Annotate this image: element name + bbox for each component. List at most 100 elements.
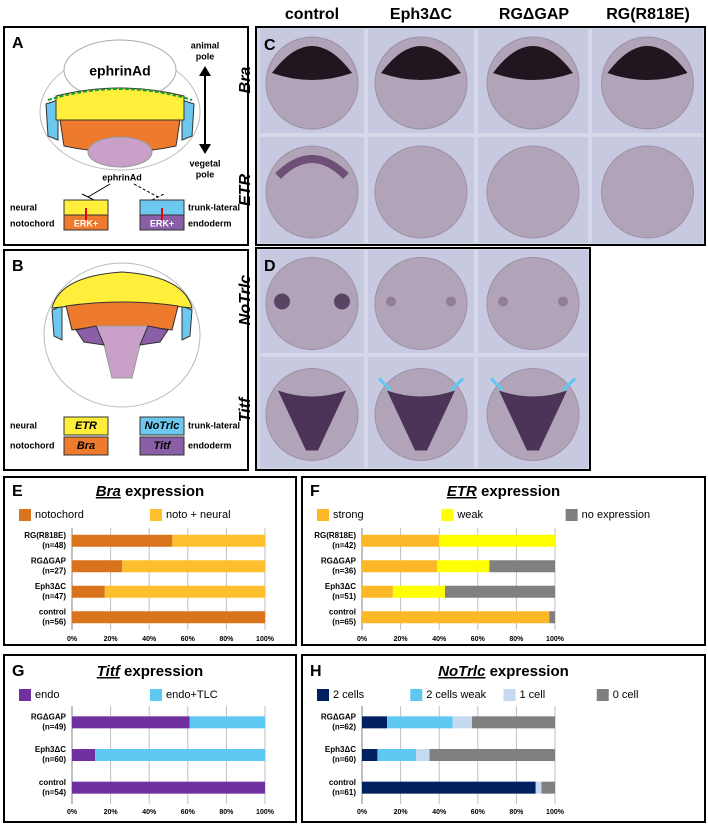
bar-segment <box>95 749 265 761</box>
stain <box>493 46 573 80</box>
endoderm-label: endoderm <box>188 440 232 450</box>
x-tick-label: 40% <box>432 636 447 643</box>
category-label: RG(R818E) <box>24 531 66 540</box>
title-gene: Bra <box>96 483 121 500</box>
neural-cells <box>55 87 185 121</box>
bar-segment <box>541 781 555 794</box>
notrlc-box <box>139 416 185 436</box>
category-count: (n=42) <box>332 541 356 550</box>
gene-label: NoTrlc <box>145 420 180 432</box>
legend-swatch <box>565 509 578 521</box>
x-tick-label: 40% <box>142 636 157 643</box>
category-count: (n=61) <box>332 788 356 797</box>
embryo <box>374 145 468 239</box>
category-count: (n=51) <box>332 592 356 601</box>
bar-segment <box>362 611 550 624</box>
category-count: (n=62) <box>332 722 356 731</box>
arrow <box>377 377 393 392</box>
photos <box>260 29 703 468</box>
gene-label: Titf <box>154 440 172 452</box>
x-tick-label: 20% <box>394 809 409 816</box>
category-label: RGΔGAP <box>321 712 357 721</box>
animal-label: pole <box>196 51 215 61</box>
category-label: Eph3ΔC <box>325 745 356 754</box>
row-label: Titf <box>237 396 254 422</box>
vegetal-label: pole <box>196 169 215 179</box>
erk-label: ERK+ <box>74 218 98 228</box>
bar-segment <box>472 716 555 729</box>
legend-label: strong <box>333 509 364 521</box>
category-label: RGΔGAP <box>31 556 67 565</box>
legend-swatch <box>150 689 162 701</box>
embryo <box>486 145 580 239</box>
row-label: Bra <box>237 67 254 94</box>
notochord-label: notochord <box>10 440 55 450</box>
gene-label: Bra <box>77 440 95 452</box>
category-label: RGΔGAP <box>321 556 357 565</box>
stain <box>446 296 456 307</box>
neural-label: neural <box>10 202 37 212</box>
bar-segment <box>72 781 265 794</box>
category-count: (n=47) <box>42 592 66 601</box>
column-header: RGΔGAP <box>499 6 570 23</box>
panel-label: F <box>310 483 320 500</box>
bar-segment <box>72 749 96 761</box>
bar-segment <box>439 534 555 547</box>
x-tick-label: 60% <box>471 809 486 816</box>
title-gene: ETR <box>447 483 477 500</box>
animal-label: animal <box>191 40 220 50</box>
bra-box <box>63 436 109 456</box>
legend-label: endo+TLC <box>166 689 218 701</box>
bar-segment <box>362 560 438 573</box>
title-suffix: expression <box>485 663 568 680</box>
neural-label: neural <box>10 420 37 430</box>
bar-segment <box>549 611 555 624</box>
trunk-label: trunk-lateral <box>188 420 240 430</box>
title-suffix: expression <box>120 663 203 680</box>
bar-segment <box>189 716 265 729</box>
trunk-label: trunk-lateral <box>188 202 240 212</box>
arrow <box>489 377 505 392</box>
x-tick-label: 20% <box>394 636 409 643</box>
inhibit-line <box>133 183 165 201</box>
bar-segment <box>72 534 173 547</box>
bar-segment <box>362 716 388 729</box>
category-count: (n=65) <box>332 617 356 626</box>
x-tick-label: 100% <box>546 809 565 816</box>
title-gene: NoTrlc <box>438 663 486 680</box>
endoderm-titf <box>75 325 169 346</box>
panel-label: B <box>12 258 24 275</box>
embryo <box>486 257 580 350</box>
stain <box>558 296 568 307</box>
x-tick-label: 0% <box>67 636 78 643</box>
x-tick-label: 0% <box>357 636 368 643</box>
row-label: NoTrlc <box>237 275 254 325</box>
x-tick-label: 80% <box>219 636 234 643</box>
bar-segment <box>72 611 265 624</box>
x-tick-label: 60% <box>181 809 196 816</box>
x-tick-label: 100% <box>256 636 275 643</box>
arrow-heads <box>199 66 211 154</box>
stain <box>278 390 346 451</box>
stain <box>334 293 350 310</box>
title-suffix: expression <box>121 483 204 500</box>
chart-title: Bra expression <box>96 483 204 500</box>
bar-segment <box>362 781 536 794</box>
embryo <box>374 257 468 350</box>
category-label: control <box>329 607 356 616</box>
bar-segment <box>437 560 490 573</box>
bar-segment <box>122 560 266 573</box>
trunk-lateral-cells <box>45 99 195 141</box>
panel-label: A <box>12 35 24 52</box>
gene-label: ETR <box>75 420 97 432</box>
stain <box>275 155 349 179</box>
bar-segment <box>72 585 105 598</box>
bar-segment <box>489 560 555 573</box>
category-count: (n=54) <box>42 788 66 797</box>
bar-segment <box>429 749 555 761</box>
legend-swatch <box>503 689 516 701</box>
bar-segment <box>387 716 453 729</box>
legend-swatch <box>596 689 609 701</box>
x-tick-label: 20% <box>104 636 119 643</box>
